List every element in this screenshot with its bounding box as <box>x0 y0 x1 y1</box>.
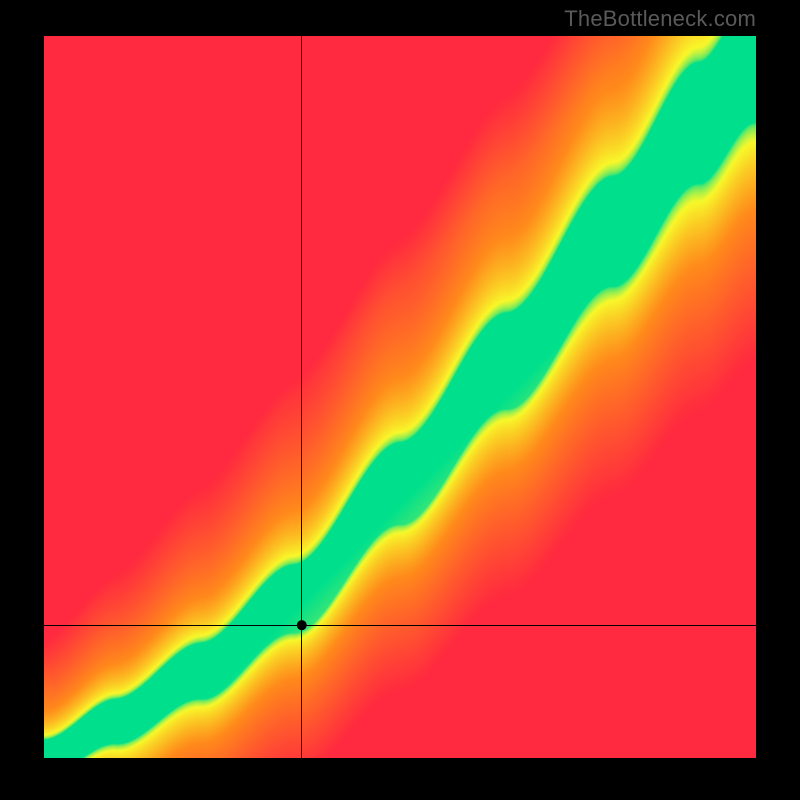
heatmap-plot <box>44 36 756 758</box>
watermark-text: TheBottleneck.com <box>564 6 756 32</box>
crosshair-vertical <box>301 36 302 758</box>
heatmap-canvas <box>44 36 756 758</box>
crosshair-horizontal <box>44 625 756 626</box>
